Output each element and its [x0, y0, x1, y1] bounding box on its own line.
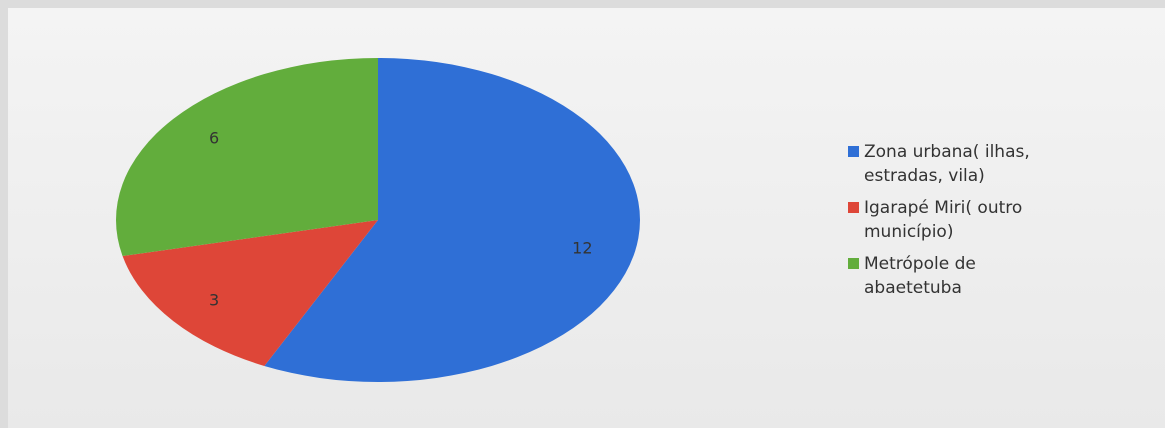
pie-slice	[115, 58, 378, 257]
legend-label: Zona urbana( ilhas, estradas, vila)	[864, 142, 1030, 186]
legend-label: Igarapé Miri( outro município)	[864, 198, 1023, 242]
legend-item: Zona urbana( ilhas, estradas, vila)	[848, 140, 1148, 188]
legend: Zona urbana( ilhas, estradas, vila) Igara…	[848, 140, 1148, 308]
pie-slice	[264, 58, 640, 382]
legend-label: Metrópole de abaetetuba	[864, 254, 976, 298]
data-label: 12	[572, 238, 592, 257]
legend-swatch	[848, 202, 859, 213]
pie-slice	[122, 220, 379, 366]
data-label: 6	[209, 129, 219, 148]
legend-swatch	[848, 146, 859, 157]
legend-swatch	[848, 258, 859, 269]
data-label: 3	[209, 290, 219, 309]
legend-item: Metrópole de abaetetuba	[848, 252, 1148, 300]
legend-item: Igarapé Miri( outro município)	[848, 196, 1148, 244]
